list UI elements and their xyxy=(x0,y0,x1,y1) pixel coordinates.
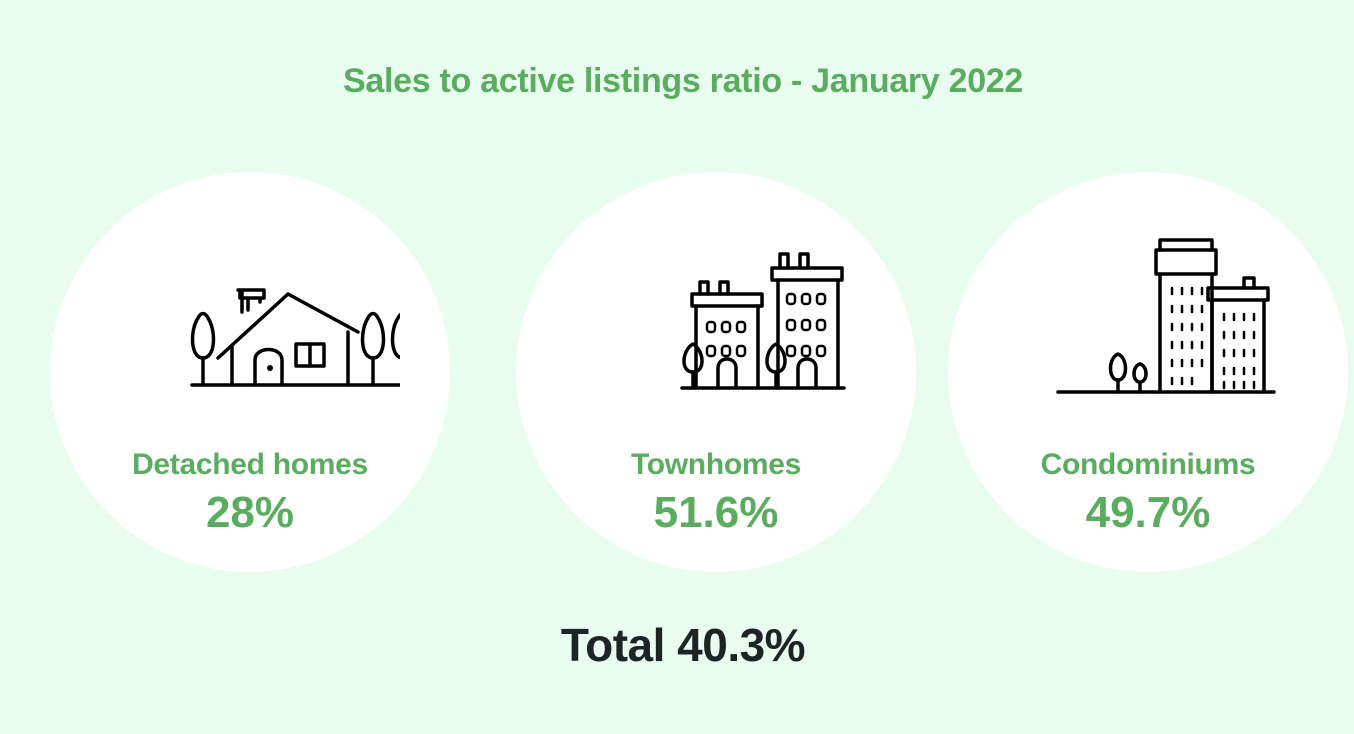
condominiums-card: Condominiums 49.7% xyxy=(948,172,1348,572)
condominiums-label: Condominiums xyxy=(1040,448,1256,481)
detached-house-icon xyxy=(190,288,400,387)
page-title: Sales to active listings ratio - January… xyxy=(342,62,1024,100)
condominium-buildings-icon xyxy=(1056,238,1276,394)
townhomes-icon xyxy=(680,252,846,390)
detached-homes-value: 28% xyxy=(205,488,295,537)
condominiums-value: 49.7% xyxy=(1085,488,1211,537)
detached-homes-label: Detached homes xyxy=(132,448,368,481)
townhomes-label: Townhomes xyxy=(630,448,802,481)
total-value: Total 40.3% xyxy=(560,619,806,671)
townhomes-card: Townhomes 51.6% xyxy=(516,172,916,572)
detached-homes-card: Detached homes 28% xyxy=(50,172,450,572)
townhomes-value: 51.6% xyxy=(653,488,779,537)
